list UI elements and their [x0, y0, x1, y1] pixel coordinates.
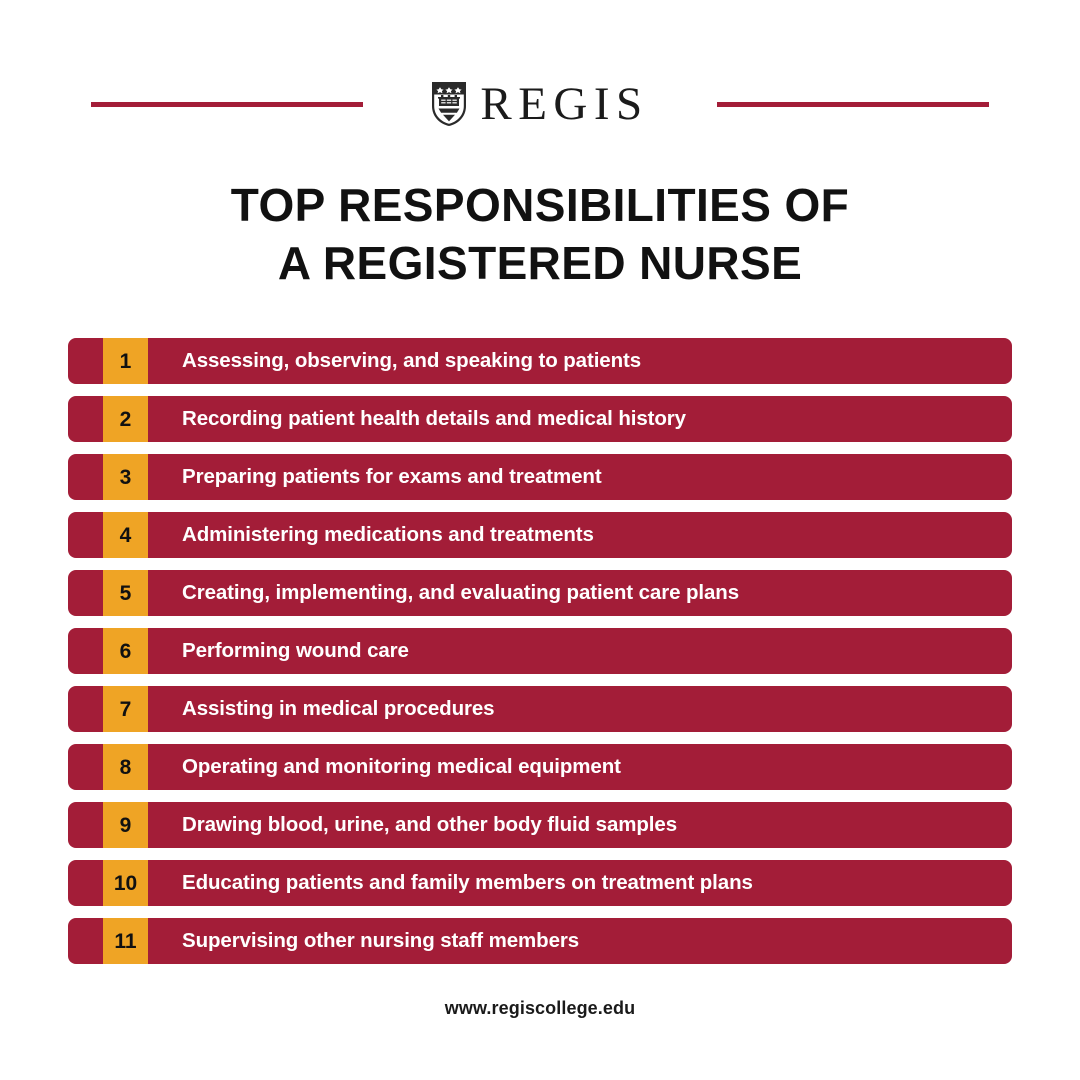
list-item: 7 Assisting in medical procedures [68, 686, 1012, 732]
row-gutter [68, 744, 103, 790]
row-gutter [68, 802, 103, 848]
list-item: 10 Educating patients and family members… [68, 860, 1012, 906]
list-item-number: 2 [103, 396, 148, 442]
footer: www.regiscollege.edu [0, 998, 1080, 1019]
list-item-number: 1 [103, 338, 148, 384]
list-item-label: Recording patient health details and med… [182, 406, 686, 430]
regis-logo: REGIS [431, 77, 649, 130]
header-rule-right [716, 101, 989, 107]
header-rule-left [91, 101, 364, 107]
list-item: 2 Recording patient health details and m… [68, 396, 1012, 442]
list-item: 11 Supervising other nursing staff membe… [68, 918, 1012, 964]
list-item: 6 Performing wound care [68, 628, 1012, 674]
list-item: 1 Assessing, observing, and speaking to … [68, 338, 1012, 384]
list-item-label: Preparing patients for exams and treatme… [182, 464, 602, 488]
list-item-label: Performing wound care [182, 638, 409, 662]
list-item-number: 5 [103, 570, 148, 616]
brand-header: REGIS [0, 76, 1080, 132]
page-title-line-2: A REGISTERED NURSE [277, 237, 803, 289]
row-gutter [68, 454, 103, 500]
page-title-line-1: TOP RESPONSIBILITIES OF [230, 179, 850, 231]
regis-shield-crest-icon [432, 82, 467, 126]
row-gutter [68, 338, 103, 384]
list-item-number: 9 [103, 802, 148, 848]
list-item-label: Supervising other nursing staff members [182, 928, 580, 952]
list-item-label: Assessing, observing, and speaking to pa… [182, 348, 642, 372]
list-item-number: 10 [103, 860, 148, 906]
row-gutter [68, 396, 103, 442]
regis-wordmark: REGIS [480, 77, 649, 130]
list-item-number: 4 [103, 512, 148, 558]
list-item-label: Educating patients and family members on… [182, 870, 753, 894]
list-item-number: 11 [103, 918, 148, 964]
list-item: 4 Administering medications and treatmen… [68, 512, 1012, 558]
list-item-number: 7 [103, 686, 148, 732]
list-item-label: Assisting in medical procedures [182, 696, 495, 720]
row-gutter [68, 628, 103, 674]
row-gutter [68, 570, 103, 616]
row-gutter [68, 686, 103, 732]
list-item-label: Operating and monitoring medical equipme… [182, 754, 621, 778]
list-item: 3 Preparing patients for exams and treat… [68, 454, 1012, 500]
list-item-label: Drawing blood, urine, and other body flu… [182, 812, 678, 836]
footer-website-url[interactable]: www.regiscollege.edu [444, 998, 636, 1018]
page-title: TOP RESPONSIBILITIES OF A REGISTERED NUR… [0, 176, 1080, 292]
list-item-label: Creating, implementing, and evaluating p… [182, 580, 740, 604]
list-item: 9 Drawing blood, urine, and other body f… [68, 802, 1012, 848]
row-gutter [68, 860, 103, 906]
row-gutter [68, 512, 103, 558]
list-item: 8 Operating and monitoring medical equip… [68, 744, 1012, 790]
row-gutter [68, 918, 103, 964]
list-item-label: Administering medications and treatments [182, 522, 594, 546]
list-item: 5 Creating, implementing, and evaluating… [68, 570, 1012, 616]
responsibilities-list: 1 Assessing, observing, and speaking to … [68, 338, 1012, 964]
list-item-number: 8 [103, 744, 148, 790]
list-item-number: 3 [103, 454, 148, 500]
list-item-number: 6 [103, 628, 148, 674]
